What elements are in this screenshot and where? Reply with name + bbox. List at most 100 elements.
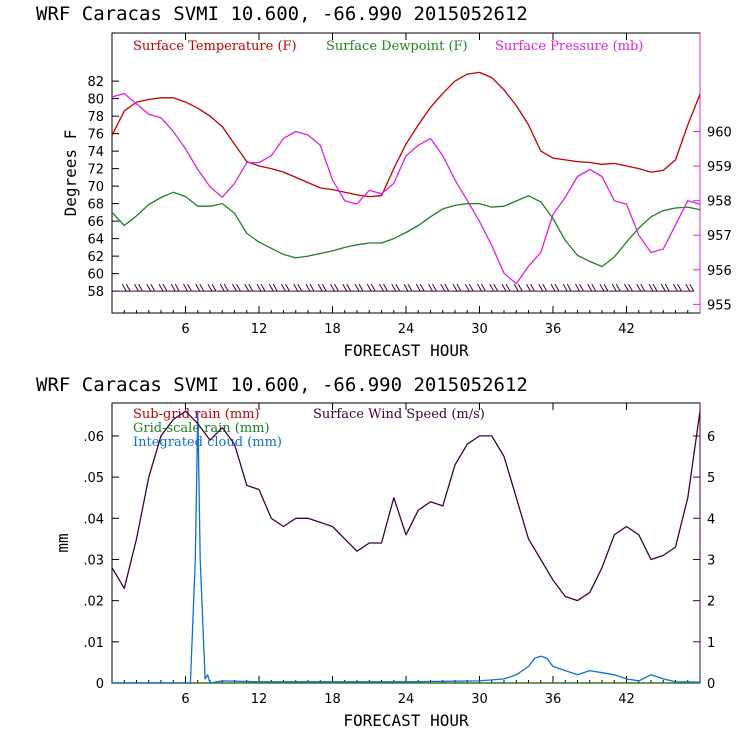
wind-barb [461,283,474,292]
panel2-xlabel: FORECAST HOUR [343,711,469,730]
y-tick-label: .01 [83,636,104,651]
wind-barb [657,283,670,292]
x-tick-label: 18 [324,692,341,707]
wind-barb [375,283,388,292]
panel1-xlabel: FORECAST HOUR [343,341,469,360]
x-tick-label: 24 [398,322,415,337]
y-tick-label: 64 [87,233,104,248]
y-tick-label: 80 [87,93,104,108]
wind-barb [559,283,572,292]
wind-barb [449,283,462,292]
x-tick-label: 30 [471,692,488,707]
wind-barb [387,283,401,292]
x-tick-label: 42 [618,692,635,707]
y-tick-label: .02 [83,595,104,610]
panel1-title: WRF Caracas SVMI 10.600, -66.990 2015052… [36,3,528,25]
y-tick-label: 78 [87,110,104,125]
wind-barb [522,283,535,292]
legend-subgrid-rain: Sub-grid rain (mm) [133,407,260,422]
wind-barb [510,283,523,292]
y-tick-label: .03 [83,553,104,568]
wind-barb [228,283,241,292]
wind-barb [547,283,560,292]
wind-barb [363,283,376,292]
integrated-cloud-mm-line [112,410,701,684]
y2-tick-label: 956 [707,264,732,279]
wind-barb [155,283,168,292]
wind-barb [412,283,425,292]
wind-barb [436,283,450,292]
y2-tick-label: 958 [707,195,732,210]
wind-barb [534,283,548,292]
wind-barb [167,283,180,292]
y-tick-label: 68 [87,198,104,213]
wind-barb [681,283,695,292]
wind-barb [473,283,486,292]
y2-tick-label: 6 [707,430,715,445]
surface-temperature-f-line [111,71,701,198]
x-tick-label: 12 [251,322,268,337]
y-tick-label: 58 [87,285,104,300]
wind-barb [289,283,303,292]
wind-barb [351,283,364,292]
wind-barb [571,283,584,292]
x-tick-label: 24 [398,692,415,707]
x-tick-label: 6 [181,692,189,707]
wind-barb [240,283,254,292]
y2-tick-label: 2 [707,595,715,610]
y-tick-label: 62 [87,250,104,265]
panel1-ylabel: Degrees F [61,130,80,217]
y-tick-label: 0 [96,677,104,692]
wind-barb [277,283,290,292]
y2-tick-label: 5 [707,471,715,486]
x-tick-label: 30 [471,322,488,337]
y-tick-label: 66 [87,215,104,230]
wind-barb [130,283,143,292]
y-tick-label: 60 [87,268,104,283]
temperature-panel: WRF Caracas SVMI 10.600, -66.990 2015052… [36,3,732,360]
y-tick-label: 74 [87,145,104,160]
panel2-ylabel: mm [53,533,72,552]
legend-surface-temperature: Surface Temperature (F) [133,39,297,54]
y-tick-label: 70 [87,180,104,195]
wind-barb [179,283,192,292]
surface-dewpoint-f-line [111,191,701,268]
surface-wind-speed-m-s-line [111,410,701,602]
y-tick-label: 76 [87,128,104,143]
y-tick-label: 72 [87,163,104,178]
legend-integrated-cloud: Integrated cloud (mm) [133,435,282,450]
wind-barb [253,283,266,292]
y-tick-label: 82 [87,75,104,90]
wind-barb [498,283,511,292]
wind-barb [596,283,609,292]
surface-pressure-mb-line [111,92,701,285]
y-tick-label: .05 [83,471,104,486]
precipitation-panel: WRF Caracas SVMI 10.600, -66.990 2015052… [36,374,715,730]
wind-barb [216,283,229,292]
x-tick-label: 36 [545,692,562,707]
wind-barb [400,283,413,292]
y2-tick-label: 1 [707,636,715,651]
x-tick-label: 18 [324,322,341,337]
x-tick-label: 42 [618,322,635,337]
wind-barb [191,283,205,292]
wind-barb [142,283,156,292]
wind-barb [485,283,499,292]
wind-barb [424,283,437,292]
wind-barb [583,283,597,292]
wind-barb [620,283,633,292]
wind-barb [118,283,131,292]
y2-tick-label: 3 [707,553,715,568]
x-tick-label: 36 [545,322,562,337]
wind-barb [669,283,682,292]
y2-tick-label: 955 [707,298,732,313]
wind-barb [645,283,658,292]
wind-barb [302,283,315,292]
wind-barb [326,283,339,292]
y-tick-label: .04 [83,512,104,527]
legend-surface-pressure: Surface Pressure (mb) [495,39,643,54]
panel2-title: WRF Caracas SVMI 10.600, -66.990 2015052… [36,374,528,396]
legend-surface-wind-speed: Surface Wind Speed (m/s) [313,407,485,422]
x-tick-label: 12 [251,692,268,707]
